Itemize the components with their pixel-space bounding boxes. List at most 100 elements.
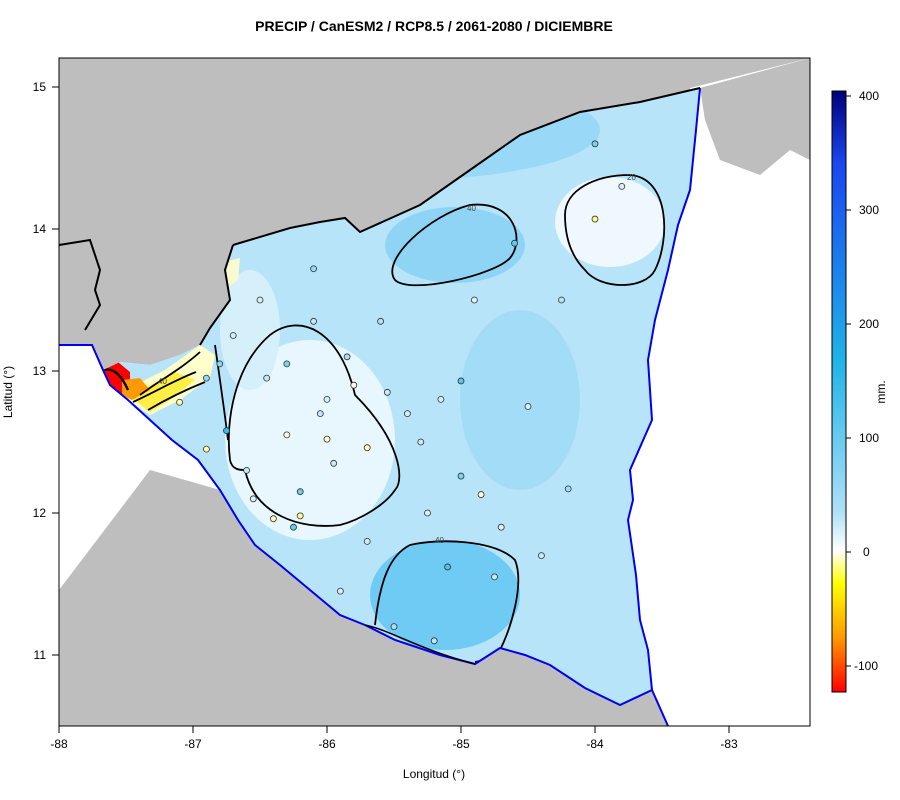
gulf-border [199,244,234,346]
station-point [343,353,351,361]
field-zone-yellow [132,372,195,412]
contour-label-group: 40 20 40 40 [158,173,636,545]
station-point [269,515,277,523]
contour-40-north [391,203,518,287]
field-zone-center [460,310,580,490]
lake-border [364,624,476,665]
field-zone-west [225,340,395,540]
boundaries [59,87,701,726]
contour-label-neg: 40 [158,377,167,386]
x-tick-label: -88 [50,737,68,751]
station-point [296,512,304,520]
colorbar: 400 300 200 100 0 -100 mm. [831,89,888,693]
y-tick-label: 14 [33,222,47,236]
station-point [363,538,371,545]
surrounding-land [59,58,810,726]
x-tick-label: -86 [318,737,336,751]
plot-frame [58,57,811,727]
station-point [430,637,438,645]
station-point [330,459,338,467]
y-tick-label: 13 [33,364,47,378]
contour-20-west [227,324,401,527]
contour-neg-2 [132,371,197,403]
station-point [263,374,271,382]
colorbar-gradient [831,90,847,693]
station-point [470,296,478,304]
colorbar-tick-label: -100 [854,659,878,673]
station-point [336,587,344,595]
station-point [243,466,251,474]
x-tick-label: -83 [720,737,738,751]
station-point [618,182,626,190]
station-point [457,377,465,385]
y-tick-label: 11 [34,648,47,662]
contour-label-20-ne: 20 [627,173,636,182]
station-point [417,438,425,446]
contour-label-40-north: 40 [467,204,476,213]
pacific-coastline [59,344,366,626]
station-point [323,395,331,403]
x-tick-label: -85 [452,737,470,751]
station-point [176,398,184,406]
field-zone-ne [555,177,665,267]
station-point [202,374,210,382]
station-point [323,435,331,443]
contour-lines [103,174,666,663]
station-point [538,552,545,559]
colorbar-tick-label: 100 [859,431,879,445]
field-zone-south [370,540,520,650]
station-point [290,523,297,531]
y-tick-label: 12 [33,506,47,520]
station-point [363,444,371,452]
x-axis-title: Longitud (°) [403,767,465,781]
station-point [296,488,304,496]
station-point [283,360,291,368]
station-markers [176,140,626,645]
honduras-border [232,87,701,246]
station-point [564,485,572,493]
station-point [477,491,485,498]
station-point [350,381,358,389]
station-point [202,445,210,453]
field-zone-nw [220,270,280,390]
x-tick-label: -84 [586,737,604,751]
station-point [229,332,237,339]
station-point [591,140,599,148]
station-point [403,410,411,418]
station-point [444,563,452,571]
station-point [524,403,532,410]
station-point [424,509,431,517]
honduras-landmass [59,58,810,370]
contour-20-ne [564,174,666,286]
map-title: PRECIP / CanESM2 / RCP8.5 / 2061-2080 / … [255,18,613,34]
station-point [511,239,518,247]
station-point [283,431,291,439]
station-point [310,317,318,325]
station-point [558,296,565,304]
station-point [316,410,324,418]
contour-neg-3 [147,381,206,411]
station-point [491,573,498,581]
field-zone-orange [122,378,150,400]
station-point [377,317,385,325]
colorbar-tick-label: 0 [863,545,870,559]
station-point [310,265,318,273]
station-point [437,395,445,403]
contour-neg-1 [139,351,201,396]
x-axis: -88 -87 -86 -85 -84 -83 [50,726,738,751]
east-honduras-landmass [700,58,810,175]
colorbar-tick-label: 400 [859,89,879,103]
colorbar-unit: mm. [874,380,888,403]
station-point [383,388,391,396]
costarica-landmass [59,470,668,726]
station-point [497,523,505,531]
contour-neg-red [103,368,130,391]
station-point [223,427,230,435]
station-point [249,495,257,503]
station-point [591,215,599,223]
caribbean-coastline [626,87,701,726]
station-point [457,472,465,480]
x-tick-label: -87 [184,737,202,751]
station-point [256,296,264,304]
